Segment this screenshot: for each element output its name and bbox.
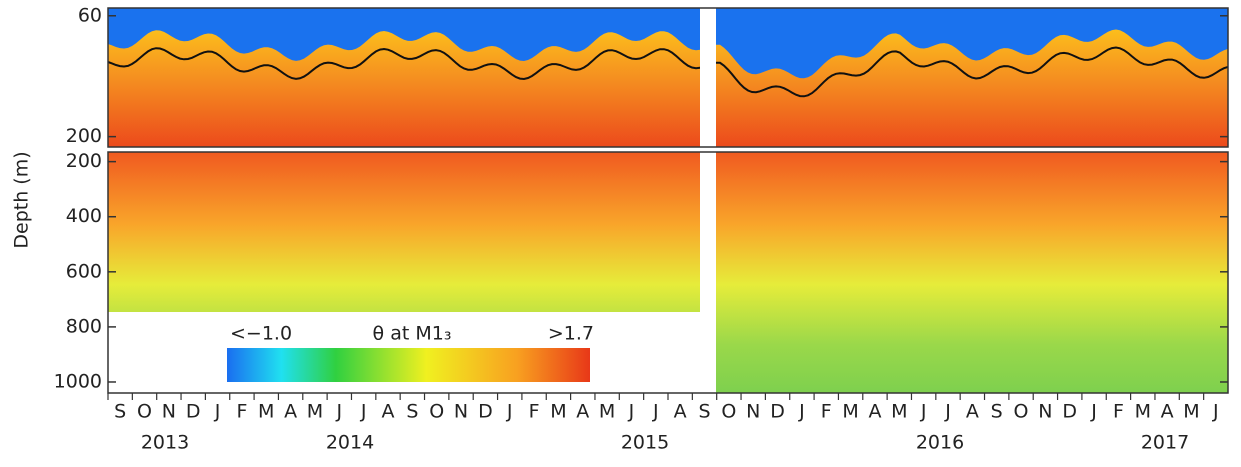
x-tick-label: A (674, 401, 687, 423)
x-tick-label: J (798, 401, 805, 423)
x-tick-label: N (1038, 401, 1052, 423)
x-tick-label: M (599, 401, 615, 423)
year-label: 2017 (1141, 432, 1189, 454)
x-tick-label: D (770, 401, 785, 423)
x-tick-label: J (360, 401, 367, 423)
colorbar-min-label: <−1.0 (230, 323, 292, 345)
x-tick-label: D (186, 401, 201, 423)
cold-layer (108, 8, 1228, 79)
x-tick-label: A (966, 401, 979, 423)
x-tick-label: S (114, 401, 126, 423)
x-tick-label: D (1062, 401, 1077, 423)
y-tick-label: 200 (66, 125, 102, 147)
x-tick-label: F (529, 401, 540, 423)
x-tick-label: A (382, 401, 395, 423)
x-tick-label: N (162, 401, 176, 423)
colorbar-title: θ at M1₃ (373, 323, 452, 345)
x-tick-label: M (1183, 401, 1199, 423)
x-tick-label: M (891, 401, 907, 423)
x-tick-label: M (258, 401, 274, 423)
y-tick-label: 600 (66, 260, 102, 282)
x-tick-label: F (236, 401, 247, 423)
x-tick-label: J (335, 401, 342, 423)
y-tick-label: 1000 (54, 370, 102, 392)
y-axis-label: Depth (m) (11, 151, 33, 248)
panel-separator (108, 147, 1228, 152)
x-tick-label: S (406, 401, 418, 423)
x-tick-label: M (842, 401, 858, 423)
x-tick-label: A (576, 401, 589, 423)
x-tick-label: J (1212, 401, 1219, 423)
x-tick-label: O (137, 401, 152, 423)
x-tick-label: A (1161, 401, 1174, 423)
data-gap (700, 8, 716, 393)
x-tick-label: M (550, 401, 566, 423)
x-tick-label: M (1135, 401, 1151, 423)
x-tick-label: J (214, 401, 221, 423)
x-tick-label: J (506, 401, 513, 423)
x-tick-label: F (1113, 401, 1124, 423)
year-label: 2014 (326, 432, 374, 454)
x-tick-label: O (429, 401, 444, 423)
colorbar-max-label: >1.7 (548, 323, 594, 345)
year-label: 2015 (621, 432, 669, 454)
year-label: 2016 (916, 432, 964, 454)
isotherm (107, 46, 1229, 98)
x-tick-label: M (307, 401, 323, 423)
colorbar (227, 348, 590, 382)
x-tick-label: S (991, 401, 1003, 423)
top-panel-frame (107, 7, 1229, 148)
x-tick-label: F (821, 401, 832, 423)
x-tick-label: N (746, 401, 760, 423)
x-tick-label: A (868, 401, 881, 423)
x-tick-label: A (284, 401, 297, 423)
x-tick-label: N (454, 401, 468, 423)
x-tick-label: O (1014, 401, 1029, 423)
y-tick-label: 200 (66, 150, 102, 172)
x-tick-label: J (1090, 401, 1097, 423)
y-tick-label: 400 (66, 205, 102, 227)
y-tick-label: 60 (78, 4, 102, 26)
x-tick-label: D (478, 401, 493, 423)
x-tick-label: J (920, 401, 927, 423)
x-tick-label: J (628, 401, 635, 423)
x-tick-label: J (944, 401, 951, 423)
year-label: 2013 (141, 432, 189, 454)
x-tick-label: O (721, 401, 736, 423)
x-tick-label: S (698, 401, 710, 423)
x-tick-label: J (652, 401, 659, 423)
y-tick-label: 800 (66, 315, 102, 337)
